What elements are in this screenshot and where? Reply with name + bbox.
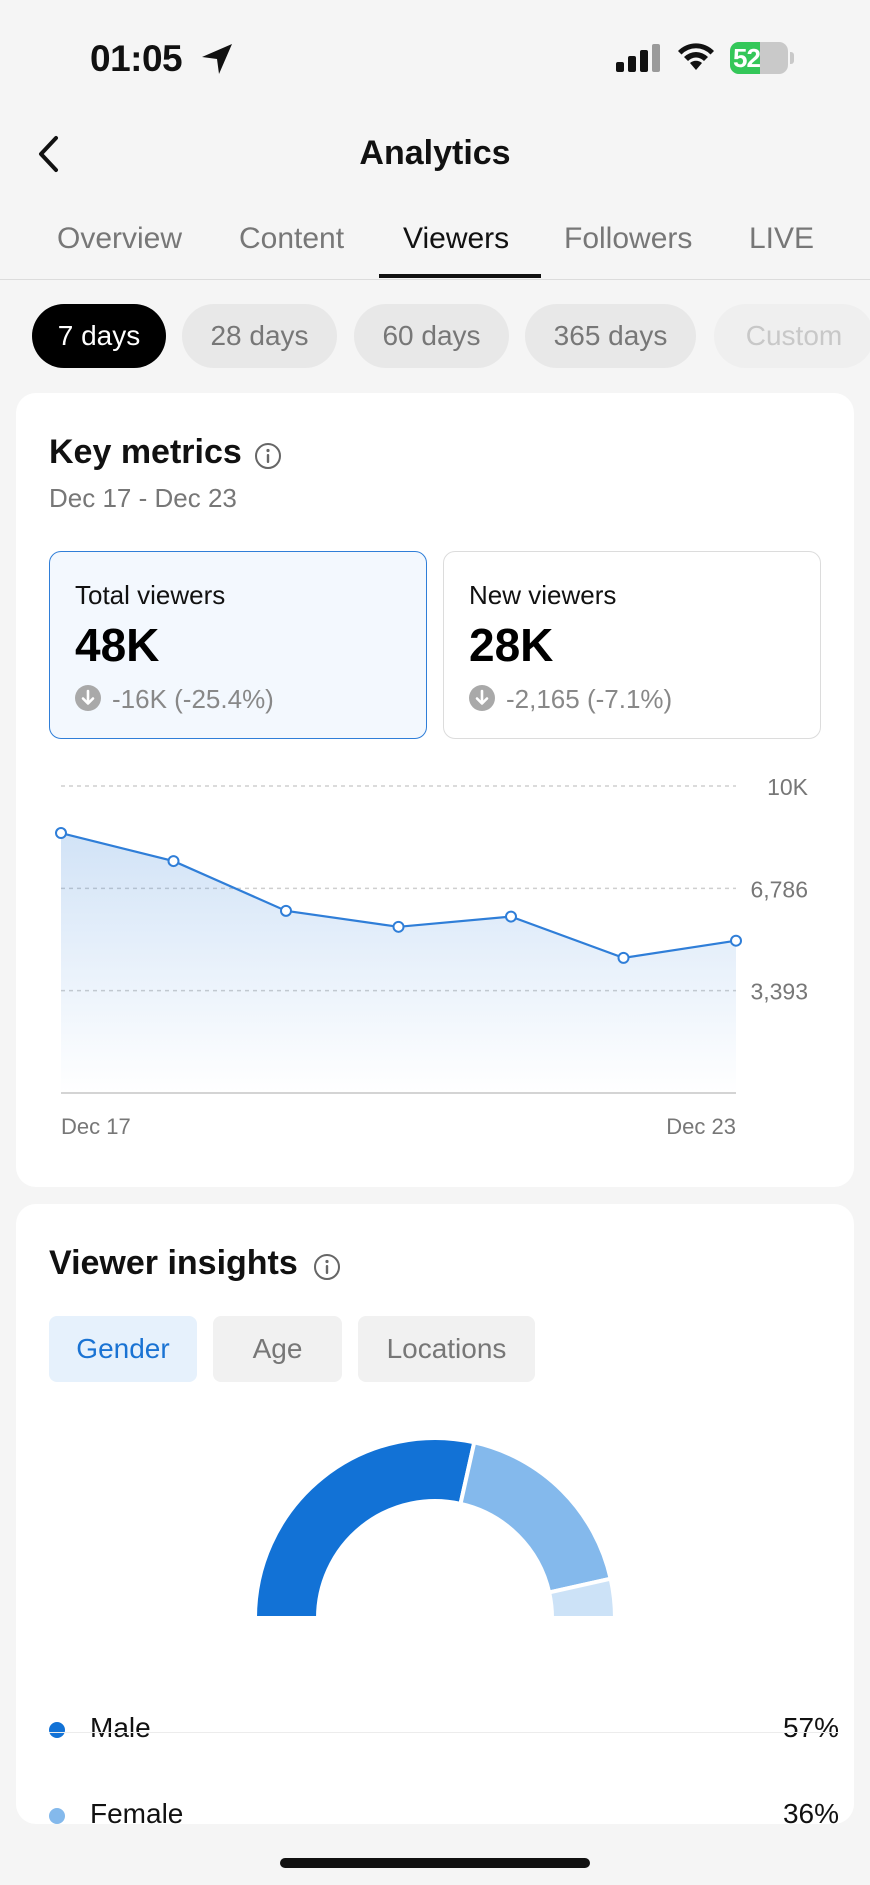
metric-value: 48K (75, 619, 160, 671)
tab-live[interactable]: LIVE (749, 222, 815, 255)
gender-donut-chart (252, 1436, 618, 1620)
viewers-area-chart: 10K 6,786 3,393 Dec 17 Dec 23 (55, 774, 809, 1139)
donut-segment-female (458, 1439, 614, 1595)
arrow-down-circle-icon (75, 685, 101, 711)
period-365-days[interactable]: 365 days (525, 304, 696, 368)
data-point (280, 904, 292, 917)
legend-label: Male (90, 1712, 151, 1743)
tab-overview[interactable]: Overview (57, 222, 183, 255)
x-tick-label: Dec 17 (61, 1114, 131, 1139)
home-indicator (280, 1858, 590, 1868)
viewer-insights-card: Viewer insights Gender Age Locations Mal… (16, 1204, 854, 1829)
insight-tab-gender[interactable]: Gender (49, 1316, 197, 1382)
data-point (167, 855, 180, 868)
period-custom[interactable]: Custom (714, 304, 870, 368)
data-point (730, 934, 742, 947)
status-time: 01:05 (90, 38, 183, 79)
tab-content[interactable]: Content (239, 222, 345, 255)
cellular-signal-icon (616, 44, 660, 72)
date-range: Dec 17 - Dec 23 (49, 483, 237, 513)
legend-row-male: Male 57% (49, 1688, 839, 1772)
data-point (55, 827, 67, 840)
legend-percent: 36% (782, 1798, 839, 1829)
metric-label: New viewers (469, 580, 617, 610)
tab-viewers[interactable]: Viewers (403, 222, 510, 255)
location-arrow-icon (202, 44, 232, 74)
data-point (617, 951, 630, 964)
battery-icon: 52 (730, 42, 794, 74)
key-metrics-card: Key metrics Dec 17 - Dec 23 Total viewer… (16, 393, 854, 1187)
legend-percent: 57% (782, 1712, 839, 1743)
y-tick-label: 10K (767, 774, 809, 800)
divider (49, 1732, 839, 1733)
data-point (505, 910, 517, 923)
info-icon[interactable] (254, 442, 282, 470)
legend-label: Female (90, 1798, 184, 1829)
legend-dot (49, 1808, 65, 1824)
analytics-tabs: Overview Content Viewers Followers LIVE (0, 210, 870, 280)
area-fill (61, 833, 736, 1093)
data-point (392, 920, 405, 933)
period-28-days[interactable]: 28 days (182, 304, 337, 368)
back-button[interactable] (28, 130, 68, 178)
donut-segment-other (546, 1576, 618, 1620)
new-viewers-metric[interactable]: New viewers 28K -2,165 (-7.1%) (443, 551, 821, 739)
x-tick-label: Dec 23 (666, 1114, 736, 1139)
legend-row-female: Female 36% (49, 1774, 839, 1858)
key-metrics-title: Key metrics (49, 433, 242, 471)
metric-value: 28K (469, 619, 554, 671)
status-bar: 01:05 52 (0, 0, 870, 110)
insight-tab-locations[interactable]: Locations (358, 1316, 535, 1382)
total-viewers-metric[interactable]: Total viewers 48K -16K (-25.4%) (49, 551, 427, 739)
y-tick-label: 6,786 (750, 876, 808, 902)
legend-dot (49, 1722, 65, 1738)
arrow-down-circle-icon (469, 685, 495, 711)
viewer-insights-title: Viewer insights (49, 1244, 298, 1282)
donut-segment-male (252, 1436, 477, 1620)
period-60-days[interactable]: 60 days (354, 304, 509, 368)
metric-change: -16K (-25.4%) (112, 684, 274, 714)
metric-change: -2,165 (-7.1%) (506, 684, 673, 714)
tab-followers[interactable]: Followers (564, 222, 693, 255)
y-tick-label: 3,393 (750, 979, 808, 1005)
wifi-icon (678, 43, 714, 70)
metric-label: Total viewers (75, 580, 226, 610)
chevron-left-icon (39, 136, 58, 172)
insight-tab-age[interactable]: Age (213, 1316, 342, 1382)
battery-level: 52 (733, 43, 761, 73)
page-title: Analytics (359, 134, 511, 172)
info-icon[interactable] (313, 1253, 341, 1281)
period-7-days[interactable]: 7 days (32, 304, 166, 368)
active-tab-indicator (379, 274, 541, 278)
